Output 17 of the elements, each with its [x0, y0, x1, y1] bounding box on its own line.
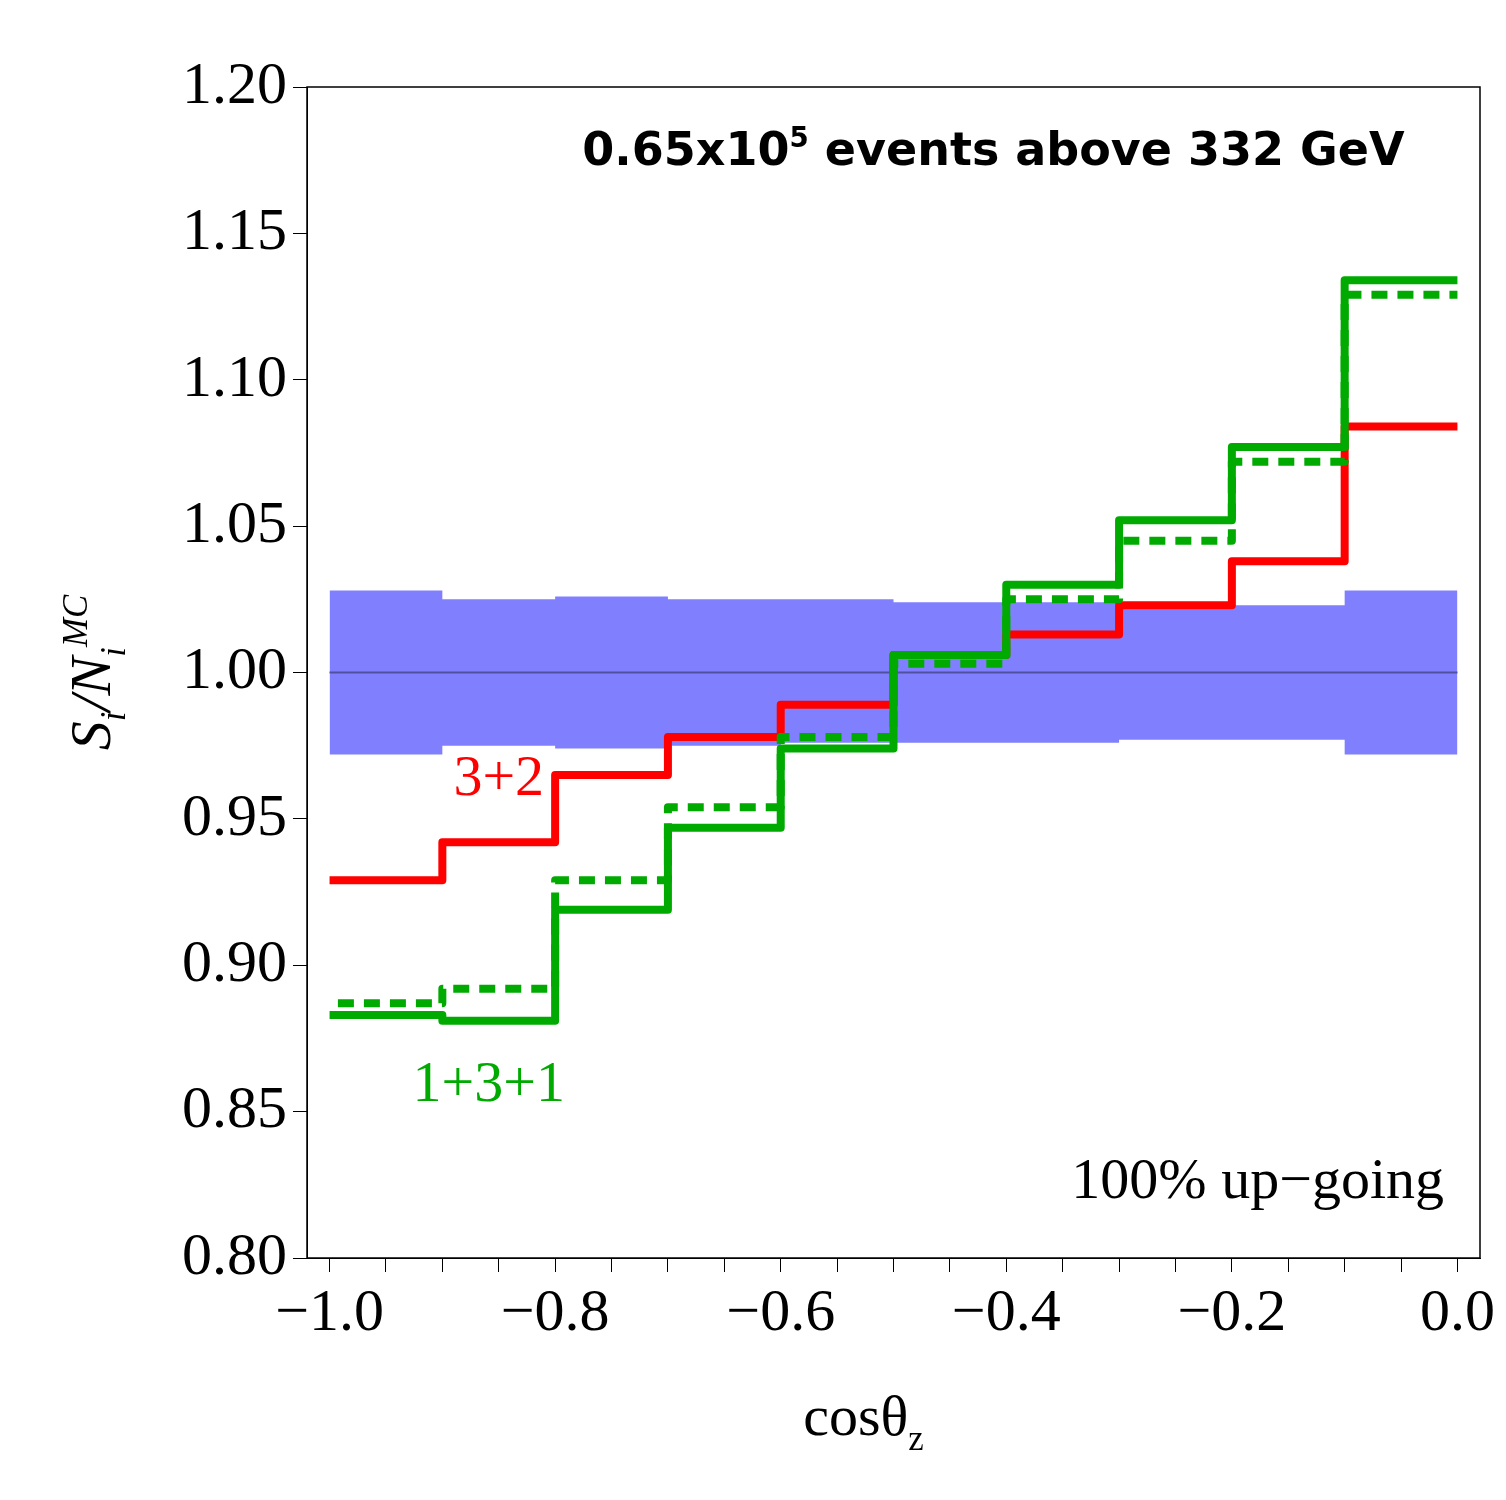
- x-tick-label: −0.4: [951, 1276, 1061, 1343]
- y-tick-label: 1.05: [182, 488, 287, 555]
- y-tick-label: 0.85: [182, 1074, 287, 1141]
- series-label: 1+3+1: [412, 1048, 565, 1114]
- y-axis-title: Si/NiMC: [55, 594, 133, 751]
- x-tick-label: 0.0: [1419, 1276, 1495, 1343]
- x-tick-label: −0.8: [500, 1276, 610, 1343]
- y-tick-label: 1.20: [182, 49, 287, 116]
- y-tick-label: 1.00: [182, 635, 287, 702]
- x-tick-label: −0.2: [1177, 1276, 1287, 1343]
- y-tick-label: 0.90: [182, 928, 287, 994]
- y-tick-label: 0.95: [182, 781, 287, 848]
- annotation: 100% up−going: [1071, 1146, 1444, 1211]
- series-label: 3+2: [453, 743, 545, 809]
- y-tick-label: 1.10: [182, 342, 287, 409]
- x-tick-label: −0.6: [726, 1276, 836, 1343]
- y-tick-label: 1.15: [182, 196, 287, 263]
